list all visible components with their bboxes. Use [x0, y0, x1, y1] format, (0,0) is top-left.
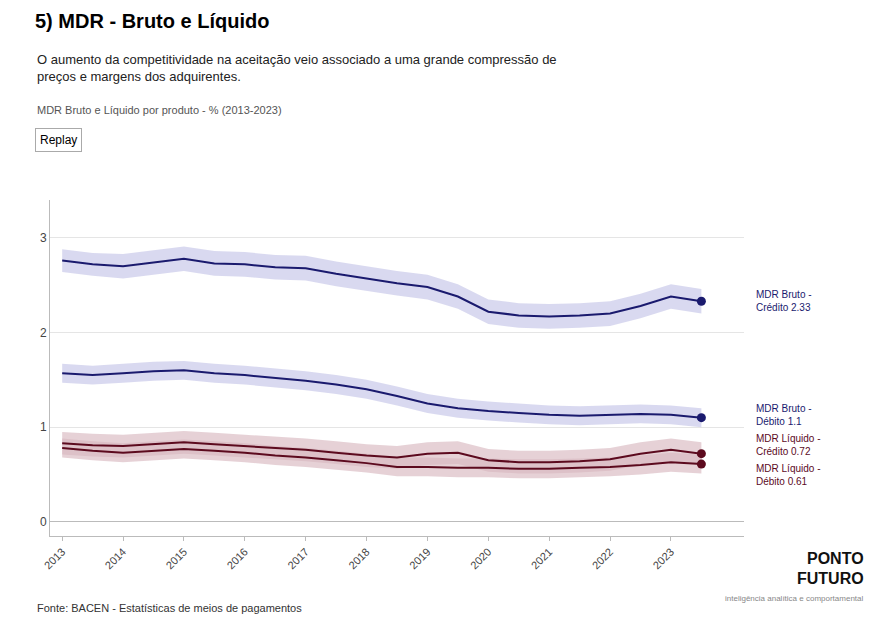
svg-text:Fonte: BACEN - Estatísticas de: Fonte: BACEN - Estatísticas de meios de …: [37, 602, 302, 614]
svg-text:inteligência analítica e compo: inteligência analítica e comportamental: [725, 594, 864, 603]
svg-text:1: 1: [40, 420, 47, 434]
svg-text:MDR Líquido -Crédito 0.72: MDR Líquido -Crédito 0.72: [756, 433, 820, 457]
svg-text:2021: 2021: [529, 546, 555, 572]
svg-text:MDR Bruto e Líquido por produt: MDR Bruto e Líquido por produto - % (201…: [37, 104, 282, 116]
svg-text:2015: 2015: [163, 546, 189, 572]
svg-text:O aumento da competitividade n: O aumento da competitividade na aceitaçã…: [37, 52, 557, 84]
svg-text:5) MDR - Bruto e Líquido: 5) MDR - Bruto e Líquido: [35, 10, 269, 32]
svg-text:MDR Bruto -Débito 1.1: MDR Bruto -Débito 1.1: [756, 403, 812, 427]
svg-text:PONTO: PONTO: [807, 550, 864, 567]
svg-text:2019: 2019: [407, 546, 433, 572]
svg-text:MDR Bruto -Crédito 2.33: MDR Bruto -Crédito 2.33: [756, 289, 812, 313]
svg-text:2017: 2017: [285, 546, 311, 572]
svg-text:2023: 2023: [650, 546, 676, 572]
svg-text:3: 3: [40, 231, 47, 245]
svg-text:2022: 2022: [590, 546, 616, 572]
svg-text:2018: 2018: [346, 546, 372, 572]
svg-text:2: 2: [40, 326, 47, 340]
svg-text:MDR Líquido -Débito 0.61: MDR Líquido -Débito 0.61: [756, 463, 820, 487]
svg-text:2016: 2016: [224, 546, 250, 572]
svg-text:2020: 2020: [468, 546, 494, 572]
svg-text:Replay: Replay: [40, 133, 77, 147]
svg-text:2014: 2014: [103, 546, 129, 572]
svg-text:0: 0: [40, 515, 47, 529]
svg-text:2013: 2013: [42, 546, 68, 572]
svg-text:FUTURO: FUTURO: [797, 570, 864, 587]
